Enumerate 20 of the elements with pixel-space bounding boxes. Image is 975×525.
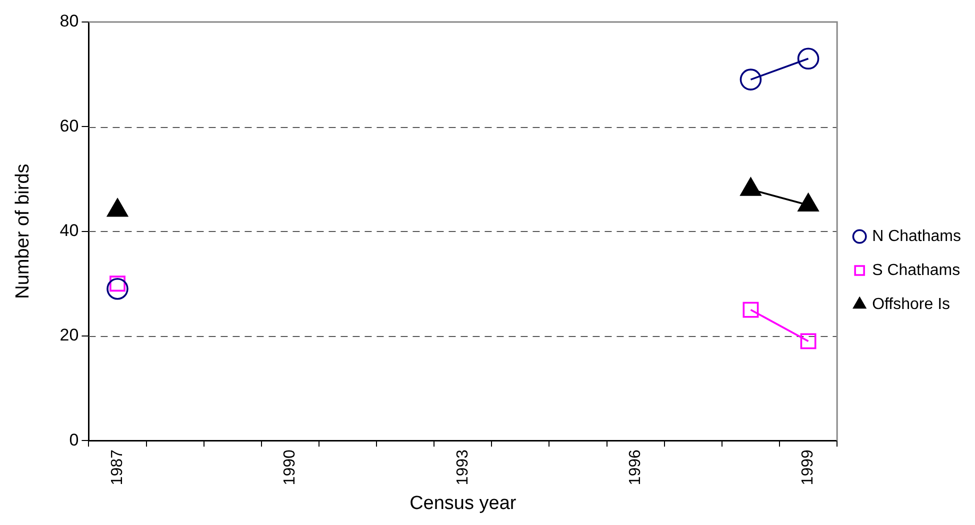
y-tick-label: 80 (60, 12, 79, 31)
y-tick-label: 60 (60, 116, 79, 136)
point (797, 48, 820, 70)
y-tick-label: 0 (69, 430, 79, 450)
y-tick-label: 40 (60, 220, 79, 240)
x-tick-label: 1987 (108, 450, 126, 486)
legend-label: Offshore Is (872, 296, 950, 313)
point (740, 68, 762, 90)
y-tick-label: 20 (60, 326, 79, 345)
x-tick-label: 1996 (627, 450, 644, 486)
point (106, 278, 128, 300)
x-tick-label: 1990 (282, 450, 299, 486)
legend-label: N Chathams (872, 228, 961, 245)
x-tick-label: 1993 (454, 450, 472, 486)
y-axis-title: Number of birds (12, 164, 34, 299)
point (800, 333, 816, 350)
legend-label: S Chathams (872, 262, 960, 279)
x-axis-title: Census year (410, 492, 517, 514)
point (742, 302, 759, 318)
x-tick-label: 1999 (800, 450, 817, 486)
